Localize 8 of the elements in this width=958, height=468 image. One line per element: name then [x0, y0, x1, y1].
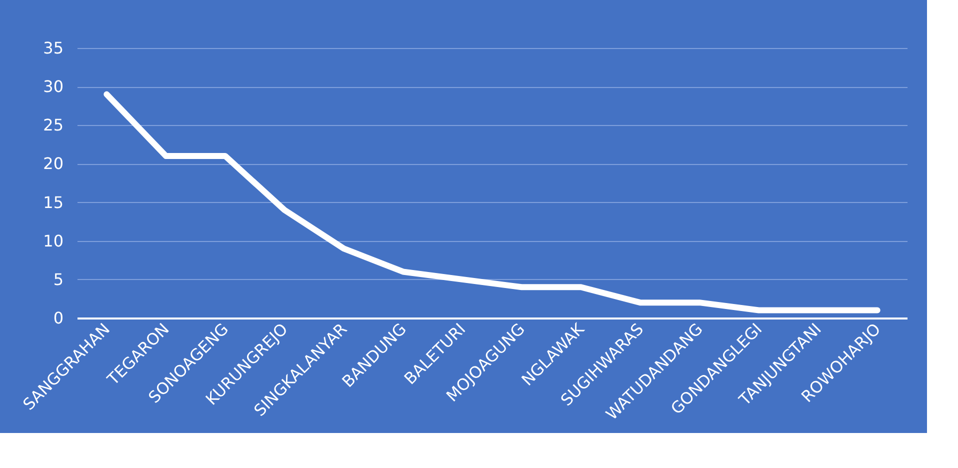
y-tick-label: 10	[43, 231, 64, 250]
y-tick-label: 30	[43, 77, 64, 96]
y-tick-label: 35	[43, 38, 64, 58]
y-tick-label: 5	[53, 270, 64, 289]
y-tick-label: 15	[43, 192, 64, 212]
y-tick-label: 0	[53, 308, 64, 328]
y-tick-label: 20	[43, 154, 64, 174]
y-tick-label: 25	[43, 116, 64, 135]
